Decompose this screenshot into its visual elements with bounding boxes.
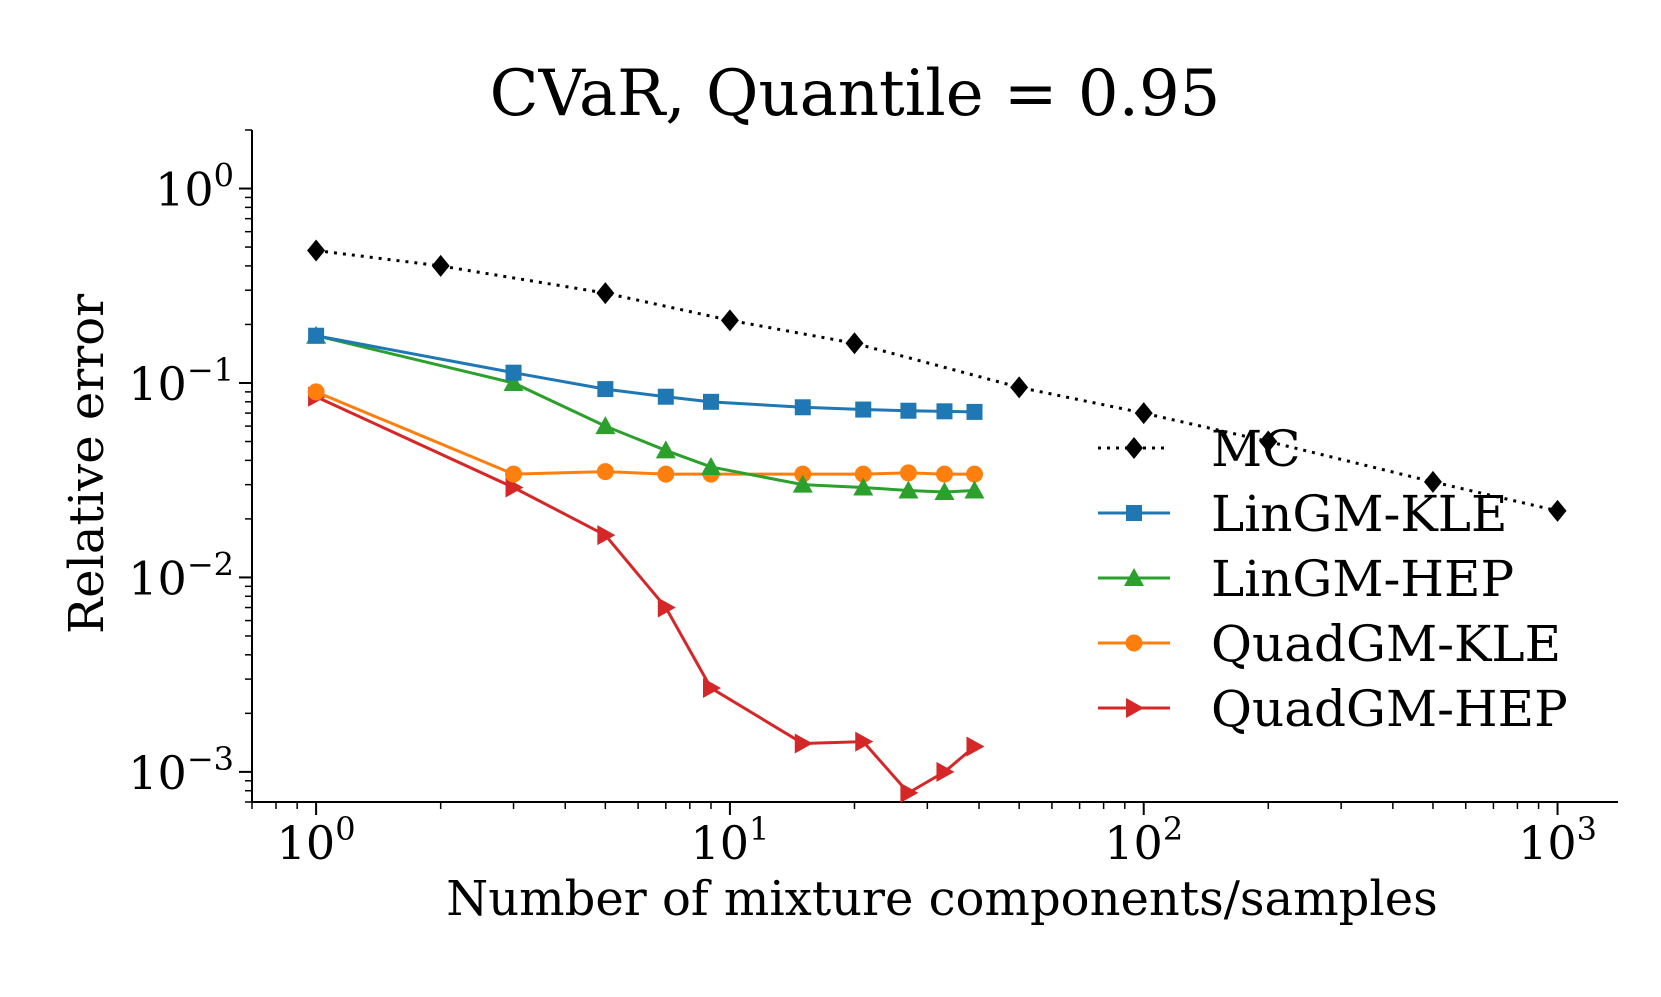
data-point-mc xyxy=(1010,376,1029,399)
x-tick-label: 102 xyxy=(1104,810,1183,870)
data-point-lingm-hep xyxy=(934,482,955,501)
x-tick-label: 100 xyxy=(277,810,356,870)
legend-label-lingm-hep: LinGM-HEP xyxy=(1211,550,1514,608)
data-point-quadgm-hep xyxy=(794,733,813,754)
x-tick-label: 101 xyxy=(690,810,769,870)
data-point-lingm-hep xyxy=(898,480,919,499)
y-tick-label: 10−2 xyxy=(128,545,234,605)
data-point-quadgm-kle xyxy=(899,464,917,482)
legend-item-quadgm-hep: QuadGM-HEP xyxy=(1098,680,1568,738)
legend: MC LinGM-KLE LinGM-HEP QuadGM-KLE QuadGM-HEP xyxy=(1098,420,1568,738)
data-point-lingm-kle xyxy=(936,403,953,420)
data-point-quadgm-hep xyxy=(855,731,874,752)
data-point-quadgm-kle xyxy=(965,465,983,483)
data-point-mc xyxy=(596,282,615,305)
data-point-quadgm-hep xyxy=(900,782,919,803)
data-point-quadgm-kle xyxy=(935,465,953,483)
series-line-quadgm-kle xyxy=(315,390,975,476)
data-point-quadgm-kle xyxy=(657,465,675,483)
series-line-mc xyxy=(315,249,1558,513)
data-point-lingm-kle xyxy=(702,393,719,410)
series-line-lingm-kle xyxy=(315,334,975,414)
data-point-mc xyxy=(307,239,326,262)
plot-area: 100 101 102 103 100 10−1 10−2 10−3 xyxy=(128,129,1618,870)
legend-item-lingm-hep: LinGM-HEP xyxy=(1098,550,1514,608)
data-point-mc xyxy=(720,309,739,332)
series-mc xyxy=(307,239,1567,522)
series-lingm-hep xyxy=(306,325,985,501)
legend-marker-lingm-hep xyxy=(1124,568,1144,586)
data-point-mc xyxy=(1134,402,1153,425)
data-point-quadgm-kle xyxy=(596,463,614,481)
data-point-quadgm-kle xyxy=(794,465,812,483)
data-point-quadgm-hep xyxy=(657,597,676,618)
data-point-lingm-hep xyxy=(853,477,874,496)
series-quadgm-hep xyxy=(308,386,985,803)
data-point-lingm-kle xyxy=(597,381,614,398)
series-quadgm-kle xyxy=(307,383,983,483)
series-line-lingm-hep xyxy=(315,334,975,494)
data-point-lingm-hep xyxy=(964,480,985,499)
data-point-lingm-kle xyxy=(900,402,917,419)
data-point-mc xyxy=(1423,470,1442,493)
data-point-quadgm-hep xyxy=(702,678,721,699)
data-point-quadgm-kle xyxy=(307,383,325,401)
data-point-lingm-kle xyxy=(794,399,811,416)
data-point-mc xyxy=(845,332,864,355)
legend-marker-mc xyxy=(1125,437,1143,459)
x-axis-label: Number of mixture components/samples xyxy=(446,871,1438,927)
data-point-lingm-kle xyxy=(966,403,983,420)
data-point-lingm-hep xyxy=(595,416,616,435)
legend-label-lingm-kle: LinGM-KLE xyxy=(1211,485,1507,543)
legend-item-lingm-kle: LinGM-KLE xyxy=(1098,485,1507,543)
data-point-lingm-hep xyxy=(700,456,721,475)
legend-label-quadgm-hep: QuadGM-HEP xyxy=(1211,680,1568,738)
y-tick-label: 10−3 xyxy=(128,740,234,800)
data-point-quadgm-hep xyxy=(936,761,955,782)
data-point-lingm-kle xyxy=(308,327,325,344)
data-point-lingm-hep xyxy=(503,372,524,391)
data-point-mc xyxy=(431,254,450,277)
series-line-quadgm-hep xyxy=(315,395,976,795)
y-tick-label: 100 xyxy=(155,157,234,217)
data-point-mc xyxy=(1259,430,1278,453)
data-point-lingm-kle xyxy=(505,364,522,381)
data-point-quadgm-kle xyxy=(505,465,523,483)
x-tick-label: 103 xyxy=(1518,810,1597,870)
legend-marker-quadgm-kle xyxy=(1125,634,1143,652)
data-point-lingm-hep xyxy=(792,474,813,493)
legend-marker-lingm-kle xyxy=(1126,505,1142,521)
legend-item-mc: MC xyxy=(1098,420,1300,478)
y-tick-label: 10−1 xyxy=(128,351,234,411)
data-point-lingm-kle xyxy=(855,401,872,418)
legend-label-quadgm-kle: QuadGM-KLE xyxy=(1211,615,1561,673)
data-point-mc xyxy=(1548,499,1567,522)
y-axis-label: Relative error xyxy=(59,294,115,634)
data-point-lingm-hep xyxy=(655,440,676,459)
data-point-quadgm-hep xyxy=(966,736,985,757)
legend-item-quadgm-kle: QuadGM-KLE xyxy=(1098,615,1561,673)
legend-label-mc: MC xyxy=(1211,420,1300,478)
chart-title: CVaR, Quantile = 0.95 xyxy=(490,57,1221,131)
series-lingm-kle xyxy=(308,327,983,420)
data-point-quadgm-hep xyxy=(505,477,524,498)
data-point-quadgm-kle xyxy=(854,465,872,483)
data-point-lingm-kle xyxy=(657,388,674,405)
legend-marker-quadgm-hep xyxy=(1126,698,1144,718)
data-point-quadgm-hep xyxy=(597,525,616,546)
